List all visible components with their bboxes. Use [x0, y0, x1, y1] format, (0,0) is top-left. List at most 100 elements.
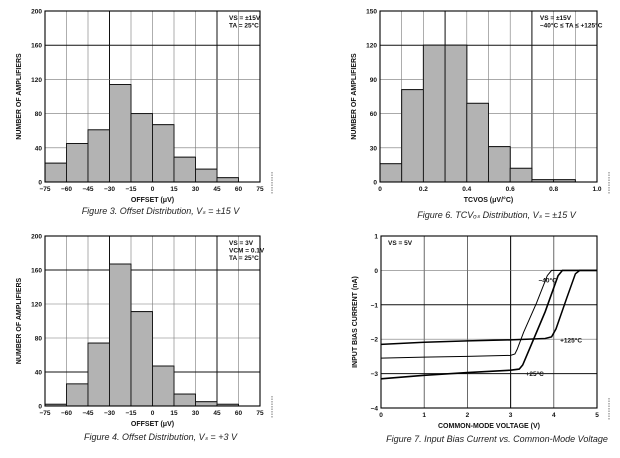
y-tick-label: 160: [31, 43, 42, 50]
y-tick-label: 200: [31, 234, 42, 241]
x-tick-label: 0.6: [506, 186, 515, 193]
y-tick-label: 0: [373, 180, 377, 187]
figure-caption: Figure 4. Offset Distribution, Vₛ = +3 V: [84, 432, 238, 442]
y-tick-label: 120: [366, 43, 377, 50]
annotation-text: VS = ±15V: [229, 15, 261, 22]
x-tick-label: −15: [125, 186, 136, 193]
y-tick-label: −3: [371, 371, 379, 378]
figure-caption: Figure 7. Input Bias Current vs. Common-…: [386, 434, 608, 444]
x-tick-label: 0.4: [462, 186, 471, 193]
chart-fig7: −40°C +25°C +125°C 0 1 2 3 4 5 −4 −3 −2 −1 0 1 COMMON-M…: [352, 234, 610, 444]
y-tick-label: 80: [35, 111, 43, 118]
x-tick-label: −30: [104, 410, 115, 417]
series-label: +125°C: [560, 337, 582, 345]
y-tick-label: 30: [370, 145, 378, 152]
x-tick-label: 0: [151, 410, 155, 417]
histogram-bar: [195, 401, 218, 407]
series-line: [380, 269, 597, 346]
histogram-bar: [488, 146, 511, 183]
y-tick-label: 0: [374, 268, 378, 275]
plot-frame: [44, 235, 261, 407]
y-tick-label: 120: [31, 302, 42, 309]
y-tick-label: 160: [31, 268, 42, 275]
chart-fig6: 0 0.2 0.4 0.6 0.8 1.0 0 30 60 90 120 150 TCVOS (μV/°…: [351, 9, 610, 220]
figure-caption: Figure 6. TCVₒₛ Distribution, Vₛ = ±15 V: [417, 210, 577, 220]
x-tick-label: 30: [192, 410, 200, 417]
x-axis-label: OFFSET (μV): [131, 197, 174, 204]
y-tick-label: −4: [371, 406, 379, 413]
histogram-bar: [109, 263, 132, 407]
annotation-text: VS = 5V: [388, 240, 413, 247]
histogram-bar: [216, 177, 239, 183]
x-tick-label: −60: [61, 186, 72, 193]
histogram-bar: [173, 156, 196, 183]
y-tick-label: 0: [38, 404, 42, 411]
histogram-bar: [152, 124, 175, 183]
x-tick-label: 5: [595, 412, 599, 419]
x-tick-label: 0: [379, 412, 383, 419]
x-tick-label: 60: [235, 186, 243, 193]
x-tick-label: 1.0: [592, 186, 601, 193]
series-label: −40°C: [539, 277, 558, 285]
chart-fig4: −75 −60 −45 −30 −15 0 15 30 45 60 75 0 40 80 120 160 200…: [16, 234, 273, 442]
x-tick-label: −30: [104, 186, 115, 193]
plot-frame: [380, 235, 598, 409]
y-tick-label: 0: [38, 180, 42, 187]
histogram-bar: [152, 365, 175, 407]
histogram-bar: [66, 143, 89, 183]
y-tick-label: 90: [370, 77, 378, 84]
annotation-text: VCM = 0.1V: [229, 248, 265, 255]
x-tick-label: 75: [256, 410, 264, 417]
x-tick-label: 15: [170, 186, 178, 193]
x-axis-label: COMMON-MODE VOLTAGE (V): [438, 423, 540, 430]
x-tick-label: 0.2: [419, 186, 428, 193]
x-tick-label: 30: [192, 186, 200, 193]
y-axis-label: NUMBER OF AMPLIFIERS: [16, 277, 23, 364]
histogram-bar: [87, 342, 110, 407]
series-line: [380, 269, 597, 359]
y-tick-label: 60: [370, 111, 378, 118]
histogram-bar: [379, 163, 403, 183]
histogram-bar: [44, 162, 67, 183]
y-tick-label: −1: [371, 302, 379, 309]
x-tick-label: 2: [466, 412, 470, 419]
histogram-bar: [401, 89, 424, 183]
histogram-bar: [130, 311, 153, 407]
figure-caption: Figure 3. Offset Distribution, Vₛ = ±15 …: [82, 206, 241, 216]
x-tick-label: 60: [235, 410, 243, 417]
histogram-bar: [444, 44, 468, 183]
annotation-text: TA = 25°C: [229, 254, 259, 262]
plot-frame: [379, 10, 598, 183]
x-tick-label: −45: [82, 186, 93, 193]
x-tick-label: −60: [61, 410, 72, 417]
histogram-bar: [509, 167, 533, 183]
annotation-text: −40°C ≤ TA ≤ +125°C: [540, 22, 603, 30]
y-axis-label: INPUT BIAS CURRENT (nA): [352, 276, 359, 368]
y-tick-label: 1: [374, 234, 378, 241]
x-tick-label: 0.8: [549, 186, 558, 193]
y-tick-label: 200: [31, 9, 42, 16]
x-tick-label: 0: [151, 186, 155, 193]
histogram-bar: [422, 44, 446, 183]
chart-fig3: −75 −60 −45 −30 −15 0 15 30 45 60 75 0 40 80 120 160 200…: [16, 9, 273, 216]
annotation-text: TA = 25°C: [229, 22, 259, 30]
annotation-text: VS = ±15V: [540, 15, 572, 22]
x-tick-label: −75: [39, 186, 50, 193]
annotation-text: VS = 3V: [229, 240, 254, 247]
y-tick-label: 40: [35, 370, 43, 377]
histogram-bar: [130, 113, 153, 183]
plot-area: [381, 236, 597, 408]
x-tick-label: 45: [213, 410, 221, 417]
x-tick-label: 3: [509, 412, 513, 419]
x-tick-label: 75: [256, 186, 264, 193]
histogram-bar: [87, 129, 110, 183]
y-tick-label: 40: [35, 145, 43, 152]
series-label: +25°C: [526, 370, 545, 378]
x-axis-label: TCVOS (μV/°C): [464, 196, 513, 204]
x-tick-label: 15: [170, 410, 178, 417]
x-tick-label: −45: [82, 410, 93, 417]
y-axis-label: NUMBER OF AMPLIFIERS: [351, 53, 358, 140]
x-tick-label: −75: [39, 410, 50, 417]
x-tick-label: 45: [213, 186, 221, 193]
